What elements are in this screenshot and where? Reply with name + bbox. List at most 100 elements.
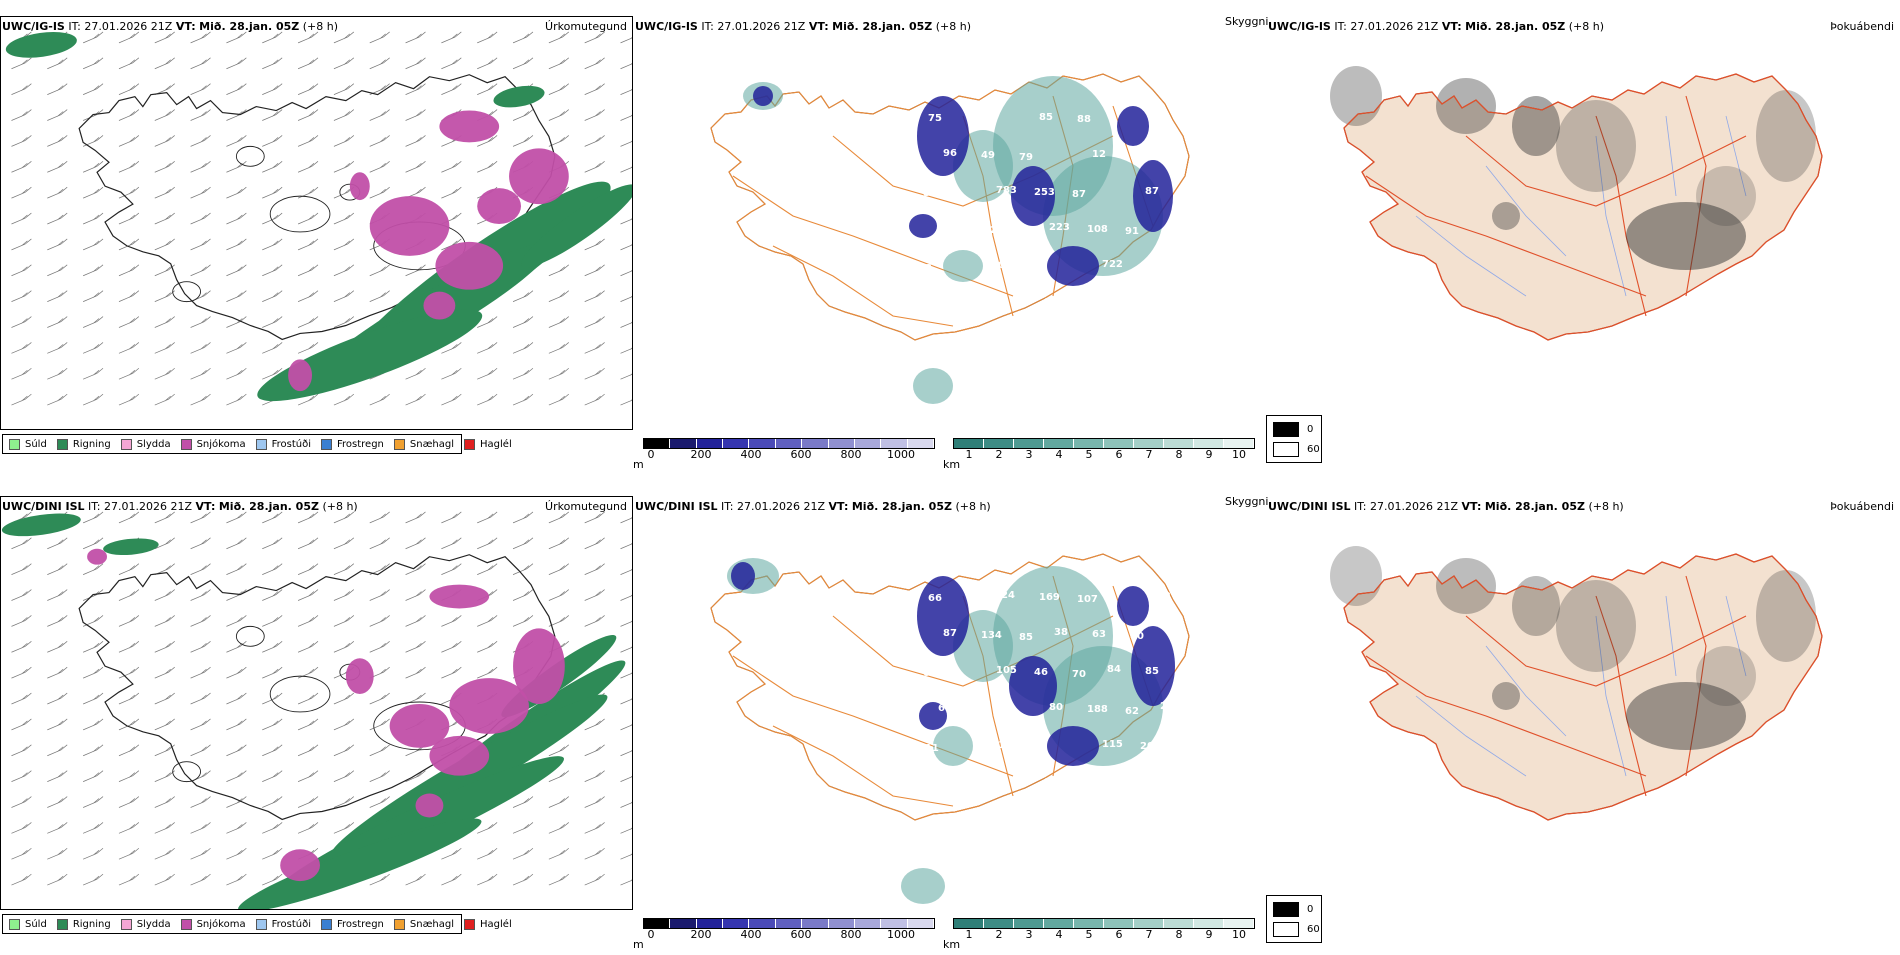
fog-map[interactable] [1266,16,1899,430]
precip-legend: Súld Rigning Slydda Snjókoma Frostúði Frostre… [2,434,512,454]
cloud-base-label: 169 [1039,592,1060,603]
cloud-base-label: 65 [938,703,952,714]
legend-swatch [56,918,68,930]
colorbar-tick: 400 [740,448,762,461]
legend-label: Snæhagl [409,438,455,450]
legend-label: Slydda [136,918,171,930]
colorbar-segment [749,439,776,448]
colorbar-segment [954,439,984,448]
cloud-base-label: 80 [1130,631,1144,642]
colorbar-segment [775,919,803,928]
visibility-colorbar: km 1 2 3 4 5 6 7 8 9 10 [943,918,1263,951]
init-time: 27.01.2026 21Z [1350,20,1439,33]
lead-time: (+8 h) [322,500,358,513]
valid-time: Mið. 28.jan. 05Z [851,500,952,513]
cloud-base-label: 930 [1135,816,1156,827]
legend-item-rigning: Rigning [56,918,111,930]
model-name: UWC/DINI ISL [635,500,718,513]
cloud-base-label: 253 [1034,187,1055,198]
colorbar-tick: 3 [1025,448,1033,461]
cloud-base-label: 96 [1029,742,1043,753]
lead-time: (+8 h) [302,20,339,33]
cloud-base-label: 188 [1087,704,1108,715]
colorbar-segment [749,919,776,928]
cloud-base-label: 782 [1082,299,1103,310]
legend-label: Frostúði [271,918,311,930]
colorbar-segment [907,919,934,928]
colorbar-segment [723,919,750,928]
fog-legend-value: 0 [1307,424,1314,435]
colorbar-segment [881,919,908,928]
fog-legend-swatch [1273,442,1299,457]
cloud-base-label: 50 [1155,776,1169,787]
cloud-base-label: 136 [948,813,969,824]
legend-swatch [180,438,192,450]
fog-legend: 0 60 [1266,415,1322,463]
fog-legend: 0 60 [1266,895,1322,943]
panel-header: UWC/DINI ISL IT: 27.01.2026 21Z VT: Mið.… [635,495,1268,516]
cloud-base-label: 85 [938,223,952,234]
init-time: 27.01.2026 21Z [84,20,173,33]
panel-title: Þokuábendi [1830,20,1894,33]
colorbar-tick: 5 [1085,928,1093,941]
fog-legend-item: 0 [1273,422,1313,437]
cloud-base-label: 97 [1082,779,1096,790]
precip-map[interactable] [0,496,633,910]
panel-title: Skyggni [1225,495,1269,508]
colorbar-segment [1194,439,1224,448]
legend-label: Frostregn [337,438,384,450]
panel-header: UWC/DINI ISL IT: 27.01.2026 21Z VT: Mið.… [1268,500,1898,516]
valid-time-label: VT: [828,500,849,513]
colorbar-tick: 1000 [887,928,915,941]
valid-time-label: VT: [1441,20,1462,33]
legend-item-frostúði: Frostúði [255,918,311,930]
colorbar-segment [1044,919,1074,928]
cloud-base-label: 87 [943,628,957,639]
cloud-base-label: 114 [1097,334,1118,345]
cloud-base-colorbar: m 0 200 400 600 800 1000 [633,438,943,471]
cloud-map[interactable]: 97 70 79 87 91 13 85 663 88 99 88 102 70 782 150 75 49 25… [633,16,1266,430]
colorbar-tick: 7 [1145,928,1153,941]
colorbar-tick: 10 [1232,928,1246,941]
colorbar-segment [881,439,908,448]
legend-item-frostregn: Frostregn [321,918,384,930]
fog-legend-value: 0 [1307,904,1314,915]
cloud-base-label: 663 [1024,337,1045,348]
legend-item-snæhagl: Snæhagl [393,438,455,450]
colorbar-segment [854,919,882,928]
precip-map[interactable] [0,16,633,430]
legend-swatch [56,438,68,450]
cloud-base-label: 46 [1034,667,1048,678]
cloud-base-label: 65 [933,298,947,309]
cloud-base-label: 79 [1019,152,1033,163]
colorbar-tick: 400 [740,928,762,941]
model-name: UWC/IG-IS [2,20,65,33]
colorbar-tick: 9 [1205,448,1213,461]
legend-item-slydda: Slydda [120,438,171,450]
legend-label: Haglél [480,438,512,450]
cloud-base-label: 111 [918,743,939,754]
cloud-base-label: 75 [966,595,980,606]
model-name: UWC/IG-IS [635,20,698,33]
fog-map[interactable] [1266,496,1899,910]
cloud-map[interactable]: 139 75 85 70 62 111 161 60 107 80 69 82 96 97 930 66 134… [633,496,1266,910]
lead-time: (+8 h) [1568,20,1605,33]
cloud-base-label: 70 [966,115,980,126]
valid-time-label: VT: [1461,500,1482,513]
legend-label: Súld [25,438,47,450]
legend-item-frostregn: Frostregn [321,438,384,450]
row-dini-isl: UWC/DINI ISL IT: 27.01.2026 21Z VT: Mið.… [0,480,1900,955]
colorbar-segment [696,439,724,448]
legend-label: Frostúði [271,438,311,450]
colorbar-tick: 1 [965,928,973,941]
legend-swatch [180,918,192,930]
precip-type-panel: UWC/IG-IS IT: 27.01.2026 21Z VT: Mið. 28… [0,0,633,470]
cloud-base-label: 783 [996,185,1017,196]
legend-swatch [9,438,20,450]
fog-legend-value: 60 [1307,924,1320,935]
cloud-base-label: 62 [1125,706,1139,717]
panel-title: Skyggni [1225,15,1269,28]
colorbar-segment [954,919,984,928]
cloud-base-label: 97 [913,78,927,89]
legend-label: Snjókoma [196,438,246,450]
